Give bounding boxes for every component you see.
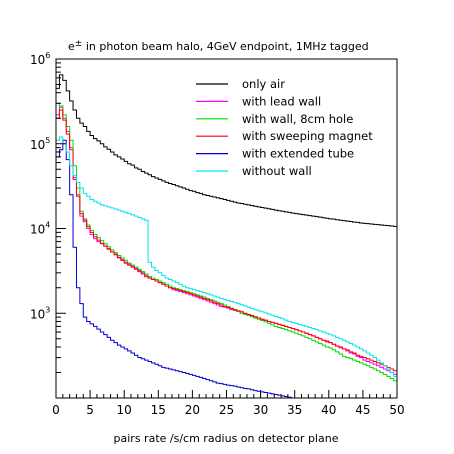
x-tick-label: 30 — [253, 403, 268, 417]
x-tick-label: 15 — [151, 403, 166, 417]
x-tick-label: 35 — [287, 403, 302, 417]
legend-label-0: only air — [242, 77, 285, 91]
y-tick-label: 103 — [30, 305, 50, 321]
x-tick-label: 40 — [321, 403, 336, 417]
series-line-3 — [56, 109, 397, 372]
legend-label-3: with sweeping magnet — [242, 129, 373, 143]
y-tick-label: 106 — [30, 51, 50, 67]
legend-label-1: with lead wall — [242, 94, 321, 108]
y-tick-label: 104 — [30, 221, 50, 237]
x-axis-title: pairs rate /s/cm radius on detector plan… — [114, 432, 339, 445]
axis-layer: 0 5 10 15 20 25 30 35 40 45 50 103 104 105 106 — [30, 51, 405, 417]
legend: only air with lead wall with wall, 8cm hol… — [196, 77, 373, 178]
plot-frame — [55, 58, 398, 399]
series-line-5 — [56, 136, 397, 377]
legend-label-5: without wall — [242, 164, 312, 178]
y-tick-label: 105 — [30, 136, 50, 152]
chart-title-superscript: ± — [75, 39, 83, 49]
series-line-4 — [56, 139, 397, 399]
series-line-2 — [56, 102, 397, 382]
x-tick-label: 50 — [389, 403, 404, 417]
series-line-0 — [56, 74, 397, 227]
x-tick-label: 20 — [185, 403, 200, 417]
x-tick-label: 10 — [117, 403, 132, 417]
chart-title-prefix: e — [68, 40, 75, 53]
x-tick-label: 5 — [86, 403, 94, 417]
chart-title-rest: in photon beam halo, 4GeV endpoint, 1MHz… — [82, 40, 368, 53]
x-tick-label: 25 — [219, 403, 234, 417]
legend-label-4: with extended tube — [242, 147, 354, 161]
chart-title: e± in photon beam halo, 4GeV endpoint, 1… — [68, 39, 369, 53]
legend-label-2: with wall, 8cm hole — [242, 112, 353, 126]
x-tick-label: 0 — [52, 403, 60, 417]
x-tick-label: 45 — [355, 403, 370, 417]
